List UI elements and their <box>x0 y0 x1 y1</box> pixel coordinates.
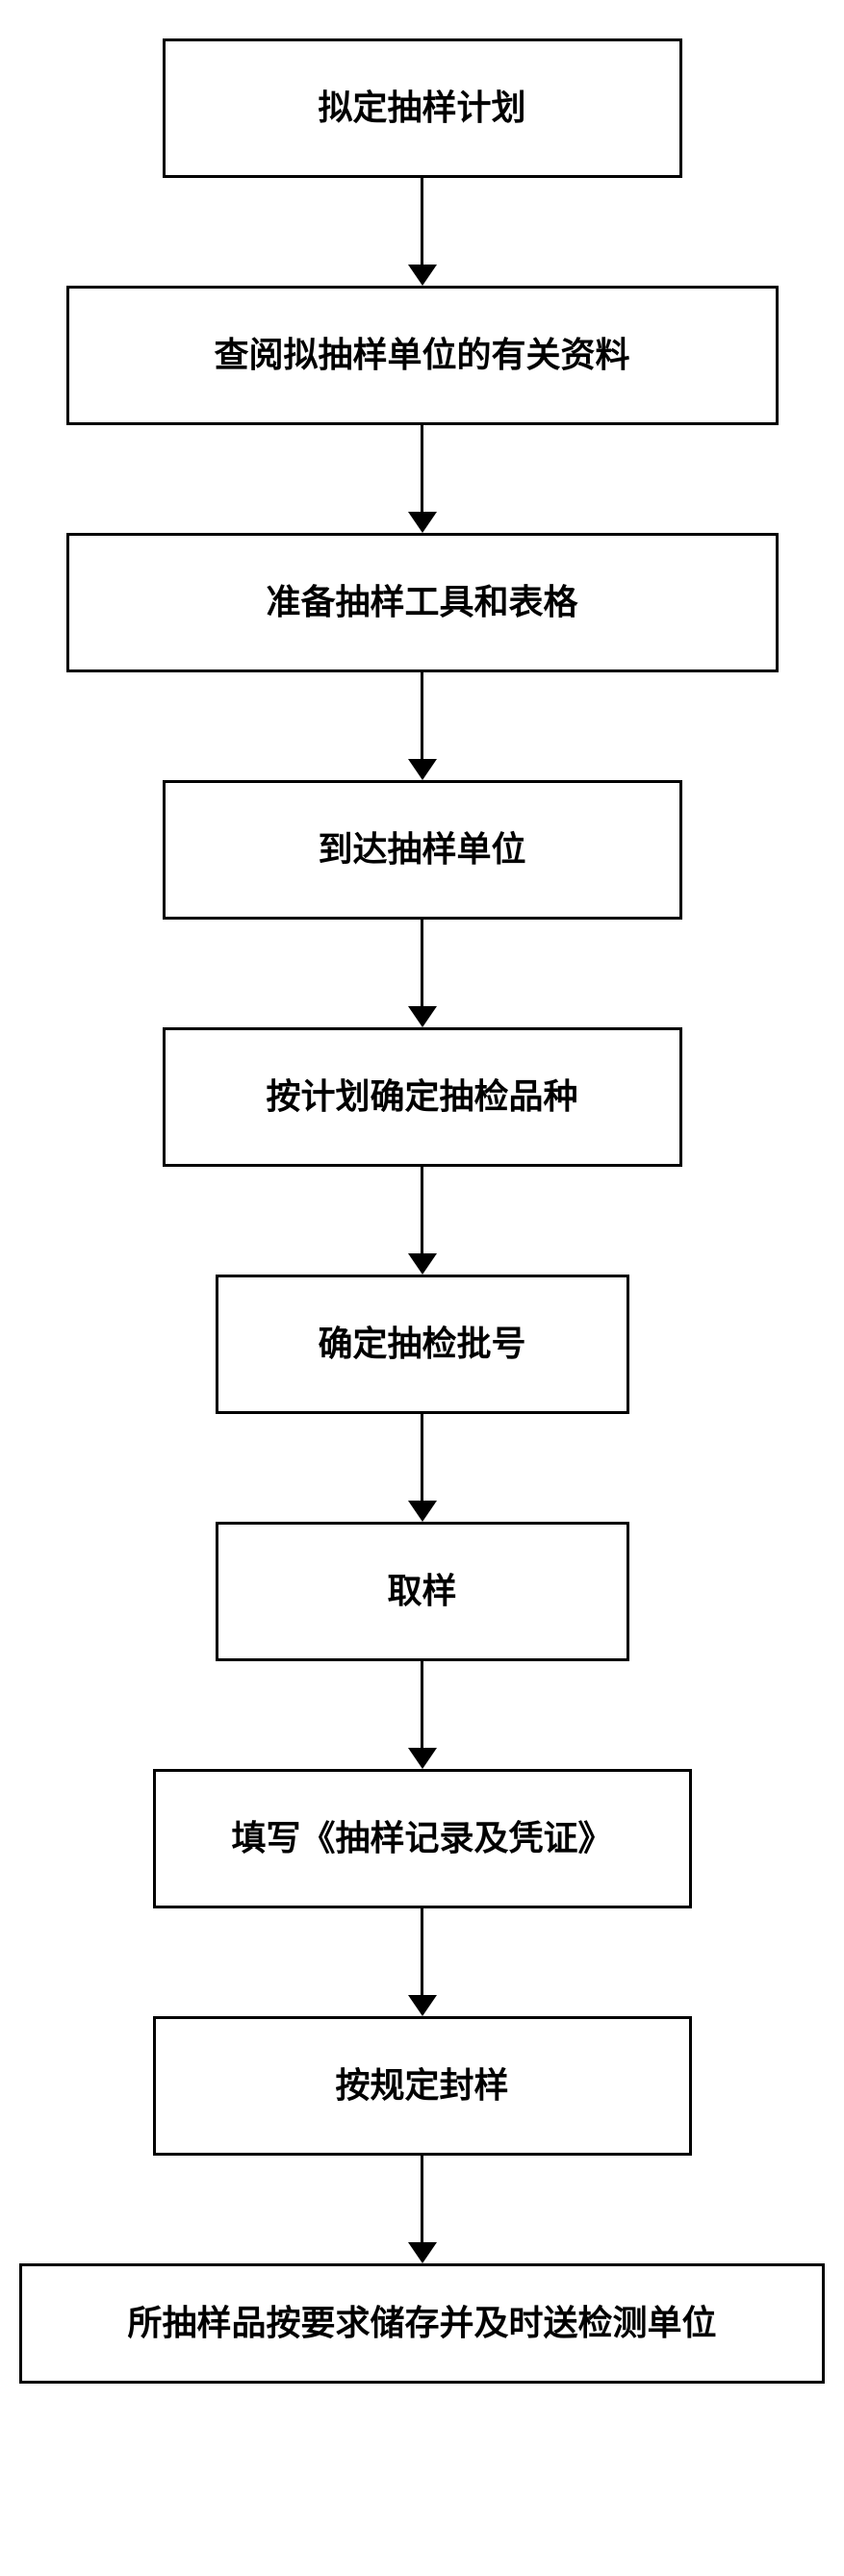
flow-node-1: 拟定抽样计划 <box>163 38 682 178</box>
flow-node-8: 填写《抽样记录及凭证》 <box>153 1769 692 1908</box>
flow-arrow-9 <box>408 2156 437 2263</box>
flow-node-3: 准备抽样工具和表格 <box>66 533 779 672</box>
arrow-line <box>421 1908 423 1995</box>
arrow-head-icon <box>408 1995 437 2016</box>
flow-node-10: 所抽样品按要求储存并及时送检测单位 <box>19 2263 825 2384</box>
arrow-line <box>421 672 423 759</box>
flowchart-container: 拟定抽样计划 查阅拟抽样单位的有关资料 准备抽样工具和表格 到达抽样单位 按计划… <box>19 38 825 2384</box>
flow-node-7: 取样 <box>216 1522 629 1661</box>
flow-arrow-4 <box>408 920 437 1027</box>
arrow-head-icon <box>408 759 437 780</box>
flow-node-5: 按计划确定抽检品种 <box>163 1027 682 1167</box>
arrow-line <box>421 1661 423 1748</box>
arrow-head-icon <box>408 1006 437 1027</box>
flow-arrow-7 <box>408 1661 437 1769</box>
arrow-head-icon <box>408 1501 437 1522</box>
arrow-line <box>421 425 423 512</box>
flow-arrow-5 <box>408 1167 437 1275</box>
flow-node-6: 确定抽检批号 <box>216 1275 629 1414</box>
flow-node-4: 到达抽样单位 <box>163 780 682 920</box>
flow-arrow-2 <box>408 425 437 533</box>
arrow-head-icon <box>408 265 437 286</box>
arrow-line <box>421 920 423 1006</box>
flow-node-9: 按规定封样 <box>153 2016 692 2156</box>
arrow-head-icon <box>408 2242 437 2263</box>
arrow-line <box>421 1167 423 1253</box>
arrow-line <box>421 1414 423 1501</box>
flow-arrow-6 <box>408 1414 437 1522</box>
arrow-line <box>421 178 423 265</box>
arrow-head-icon <box>408 512 437 533</box>
flow-node-2: 查阅拟抽样单位的有关资料 <box>66 286 779 425</box>
arrow-line <box>421 2156 423 2242</box>
flow-arrow-1 <box>408 178 437 286</box>
flow-arrow-8 <box>408 1908 437 2016</box>
arrow-head-icon <box>408 1253 437 1275</box>
arrow-head-icon <box>408 1748 437 1769</box>
flow-arrow-3 <box>408 672 437 780</box>
